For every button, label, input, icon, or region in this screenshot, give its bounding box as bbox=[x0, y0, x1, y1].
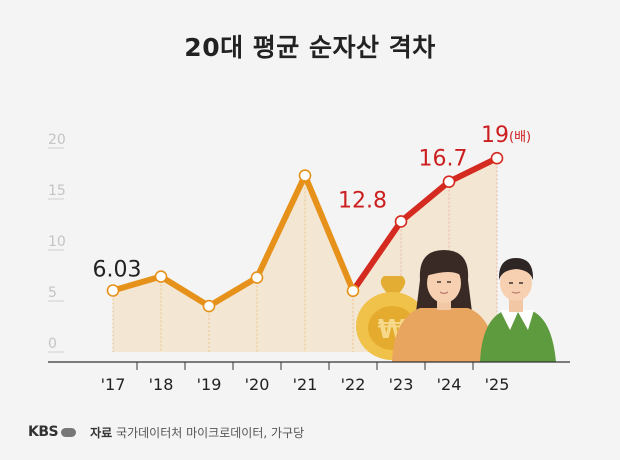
people-illustration: ₩ bbox=[356, 250, 556, 362]
series-line-segment bbox=[446, 155, 500, 185]
source-note: 자료 국가데이터처 마이크로데이터, 가구당 bbox=[90, 424, 304, 441]
y-tick-label: 0 bbox=[48, 336, 57, 352]
series-line-segment bbox=[350, 218, 404, 294]
source-label: 자료 bbox=[90, 425, 113, 440]
x-tick-label: '21 bbox=[293, 375, 318, 394]
data-label: 12.8 bbox=[338, 188, 387, 213]
data-label-unit: (배) bbox=[509, 130, 531, 145]
x-tick-label: '18 bbox=[149, 375, 174, 394]
y-tick-label: 5 bbox=[48, 285, 57, 301]
y-tick-label: 20 bbox=[48, 132, 66, 148]
kbs-logo-text: KBS bbox=[28, 424, 59, 440]
series-line-segment bbox=[206, 274, 260, 310]
data-point bbox=[346, 284, 360, 298]
series-line-segment bbox=[302, 172, 356, 294]
man-figure bbox=[480, 258, 556, 362]
data-point bbox=[154, 270, 168, 283]
data-point bbox=[202, 299, 216, 313]
chart-footer: KBS 자료 국가데이터처 마이크로데이터, 가구당 bbox=[28, 422, 304, 442]
series-line-segment bbox=[254, 172, 308, 281]
x-tick-label: '22 bbox=[341, 375, 366, 394]
y-tick-label: 10 bbox=[48, 234, 66, 250]
data-label: 16.7 bbox=[419, 147, 468, 172]
x-tick-label: '24 bbox=[437, 375, 462, 394]
data-point bbox=[106, 284, 120, 297]
series-line-segment bbox=[158, 273, 212, 310]
data-point bbox=[442, 175, 456, 188]
x-tick-label: '23 bbox=[389, 375, 414, 394]
data-point bbox=[490, 151, 504, 165]
data-point bbox=[394, 215, 408, 228]
data-point bbox=[250, 271, 264, 284]
x-tick-label: '25 bbox=[485, 375, 510, 394]
source-text: 국가데이터처 마이크로데이터, 가구당 bbox=[116, 425, 305, 440]
series-line-segment bbox=[110, 273, 164, 294]
x-tick-label: '20 bbox=[245, 375, 270, 394]
data-label: 6.03 bbox=[93, 257, 142, 282]
kbs-logo-icon bbox=[61, 427, 77, 437]
kbs-logo: KBS bbox=[28, 424, 77, 440]
x-tick-label: '19 bbox=[197, 375, 222, 394]
series-line-segment bbox=[398, 178, 452, 225]
data-point bbox=[298, 169, 312, 182]
woman-figure bbox=[392, 250, 496, 362]
chart-title: 20대 평균 순자산 격차 bbox=[184, 33, 436, 62]
x-tick-label: '17 bbox=[101, 375, 126, 394]
y-tick-label: 15 bbox=[48, 183, 66, 199]
data-label: 19 bbox=[481, 123, 509, 148]
